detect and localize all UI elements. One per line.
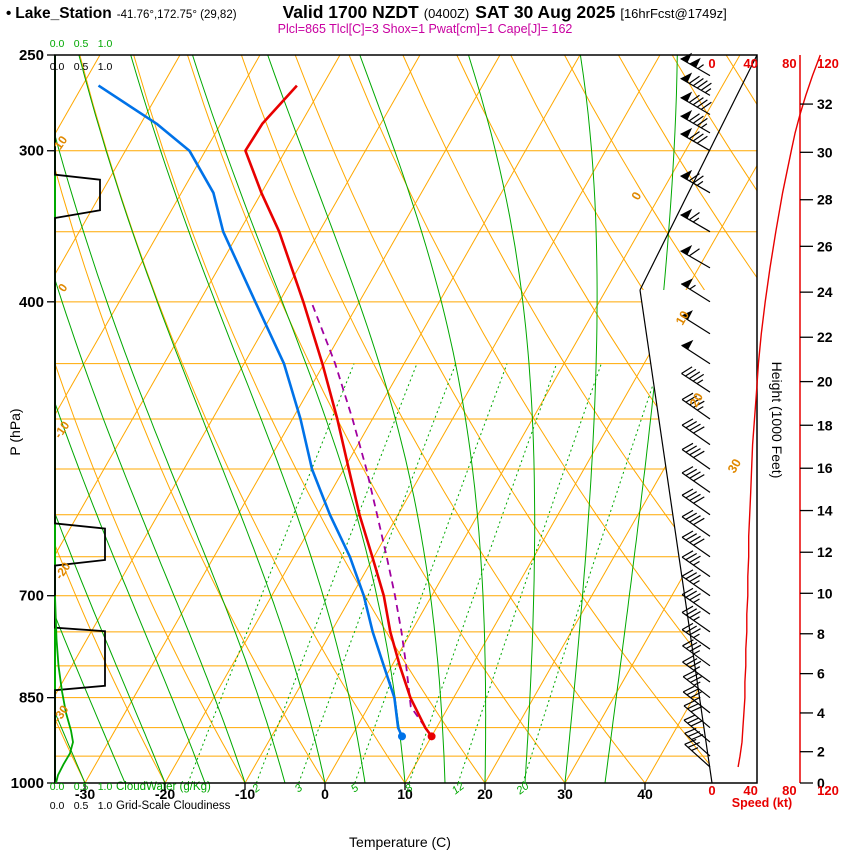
svg-text:10: 10 [673,308,692,327]
svg-text:0.0: 0.0 [50,61,65,73]
svg-text:-20: -20 [155,786,175,802]
svg-text:0: 0 [321,786,329,802]
cloud-scale-numbers: 0.0 0.0 0.5 0.5 1.0 1.0 0.0 0.0 0.5 0.5 1.0 1.0 [50,38,113,812]
data-boundary-upper [639,54,758,291]
valid-time-utc: (0400Z) [423,6,470,21]
svg-text:40: 40 [743,783,757,798]
svg-text:0.0: 0.0 [50,800,65,812]
svg-text:8: 8 [817,626,825,642]
svg-text:14: 14 [817,503,833,519]
svg-text:0.0: 0.0 [50,781,65,793]
svg-text:1.0: 1.0 [98,61,113,73]
surface-dewpoint-dot [397,732,406,741]
svg-text:30: 30 [557,786,573,802]
forecast-lead-info: [16hrFcst@1749z] [620,6,727,21]
svg-text:1000: 1000 [11,775,44,792]
svg-text:0.5: 0.5 [74,800,89,812]
wind-barbs [680,52,712,768]
svg-text:40: 40 [743,56,757,71]
svg-text:0: 0 [708,56,715,71]
svg-text:80: 80 [782,783,796,798]
svg-text:30: 30 [725,456,744,475]
svg-text:0.5: 0.5 [74,781,89,793]
svg-text:24: 24 [817,284,833,300]
background-grid [55,55,757,783]
svg-text:0: 0 [708,783,715,798]
svg-text:0.5: 0.5 [74,38,89,50]
svg-text:120: 120 [817,783,839,798]
height-axis-label: Height (1000 Feet) [769,362,785,479]
svg-text:1.0: 1.0 [98,38,113,50]
svg-text:1.0: 1.0 [98,781,113,793]
dewpoint-trace [97,84,404,737]
valid-time: Valid 1700 NZDT [282,2,419,22]
chart-header: • Lake_Station -41.76°,172.75° (29,82) V… [6,2,848,23]
speed-axis-label: Speed (kt) [732,796,792,810]
pressure-axis-label: P (hPa) [7,408,23,455]
svg-text:250: 250 [19,47,44,64]
data-boundary-lower [639,289,713,784]
svg-text:16: 16 [817,460,833,476]
wind-speed-profile [737,54,821,768]
temperature-tick-labels: -30 -20 -10 0 10 20 30 40 [75,783,653,802]
cloudiness-scale-label: Grid-Scale Cloudiness [116,800,231,812]
cloudwater-scale-label: CloudWater (g/Kg) [116,781,211,793]
parcel-trace [310,301,433,737]
svg-text:2: 2 [817,744,825,760]
valid-date: SAT 30 Aug 2025 [475,2,616,22]
svg-text:0: 0 [55,281,70,295]
svg-text:0.0: 0.0 [50,38,65,50]
svg-text:12: 12 [817,544,833,560]
pressure-tick-labels: 250 300 400 700 850 1000 [11,47,55,792]
svg-text:22: 22 [817,329,833,345]
svg-text:28: 28 [817,192,833,208]
temperature-axis-label: Temperature (C) [349,834,451,850]
svg-text:700: 700 [19,588,44,605]
svg-text:300: 300 [19,143,44,160]
svg-text:120: 120 [817,56,839,71]
svg-text:20: 20 [817,374,833,390]
temperature-trace [244,84,433,738]
cloudwater-profile [54,595,74,784]
svg-text:18: 18 [817,417,833,433]
svg-text:32: 32 [817,96,833,112]
cloudiness-profile [54,55,106,783]
svg-text:400: 400 [19,294,44,311]
svg-text:12: 12 [450,780,467,797]
svg-text:-10: -10 [235,786,255,802]
svg-text:40: 40 [637,786,653,802]
surface-temperature-dot [427,732,436,741]
svg-text:20: 20 [687,390,706,409]
station-name: Lake_Station [15,5,112,22]
svg-text:1.0: 1.0 [98,800,113,812]
svg-text:20: 20 [477,786,493,802]
sounding-indices: Plcl=865 Tlcl[C]=3 Shox=1 Pwat[cm]=1 Cap… [277,22,573,36]
svg-text:6: 6 [817,666,825,682]
svg-text:10: 10 [397,786,413,802]
svg-text:80: 80 [782,56,796,71]
svg-text:-30: -30 [75,786,95,802]
station-coords: -41.76°,172.75° (29,82) [116,9,237,21]
svg-text:850: 850 [19,690,44,707]
svg-text:30: 30 [817,144,833,160]
svg-text:26: 26 [817,238,833,254]
station-bullet-icon: • [6,5,12,22]
svg-text:4: 4 [817,705,825,721]
svg-text:0: 0 [817,775,825,791]
svg-text:10: 10 [817,585,833,601]
svg-text:0.5: 0.5 [74,61,89,73]
